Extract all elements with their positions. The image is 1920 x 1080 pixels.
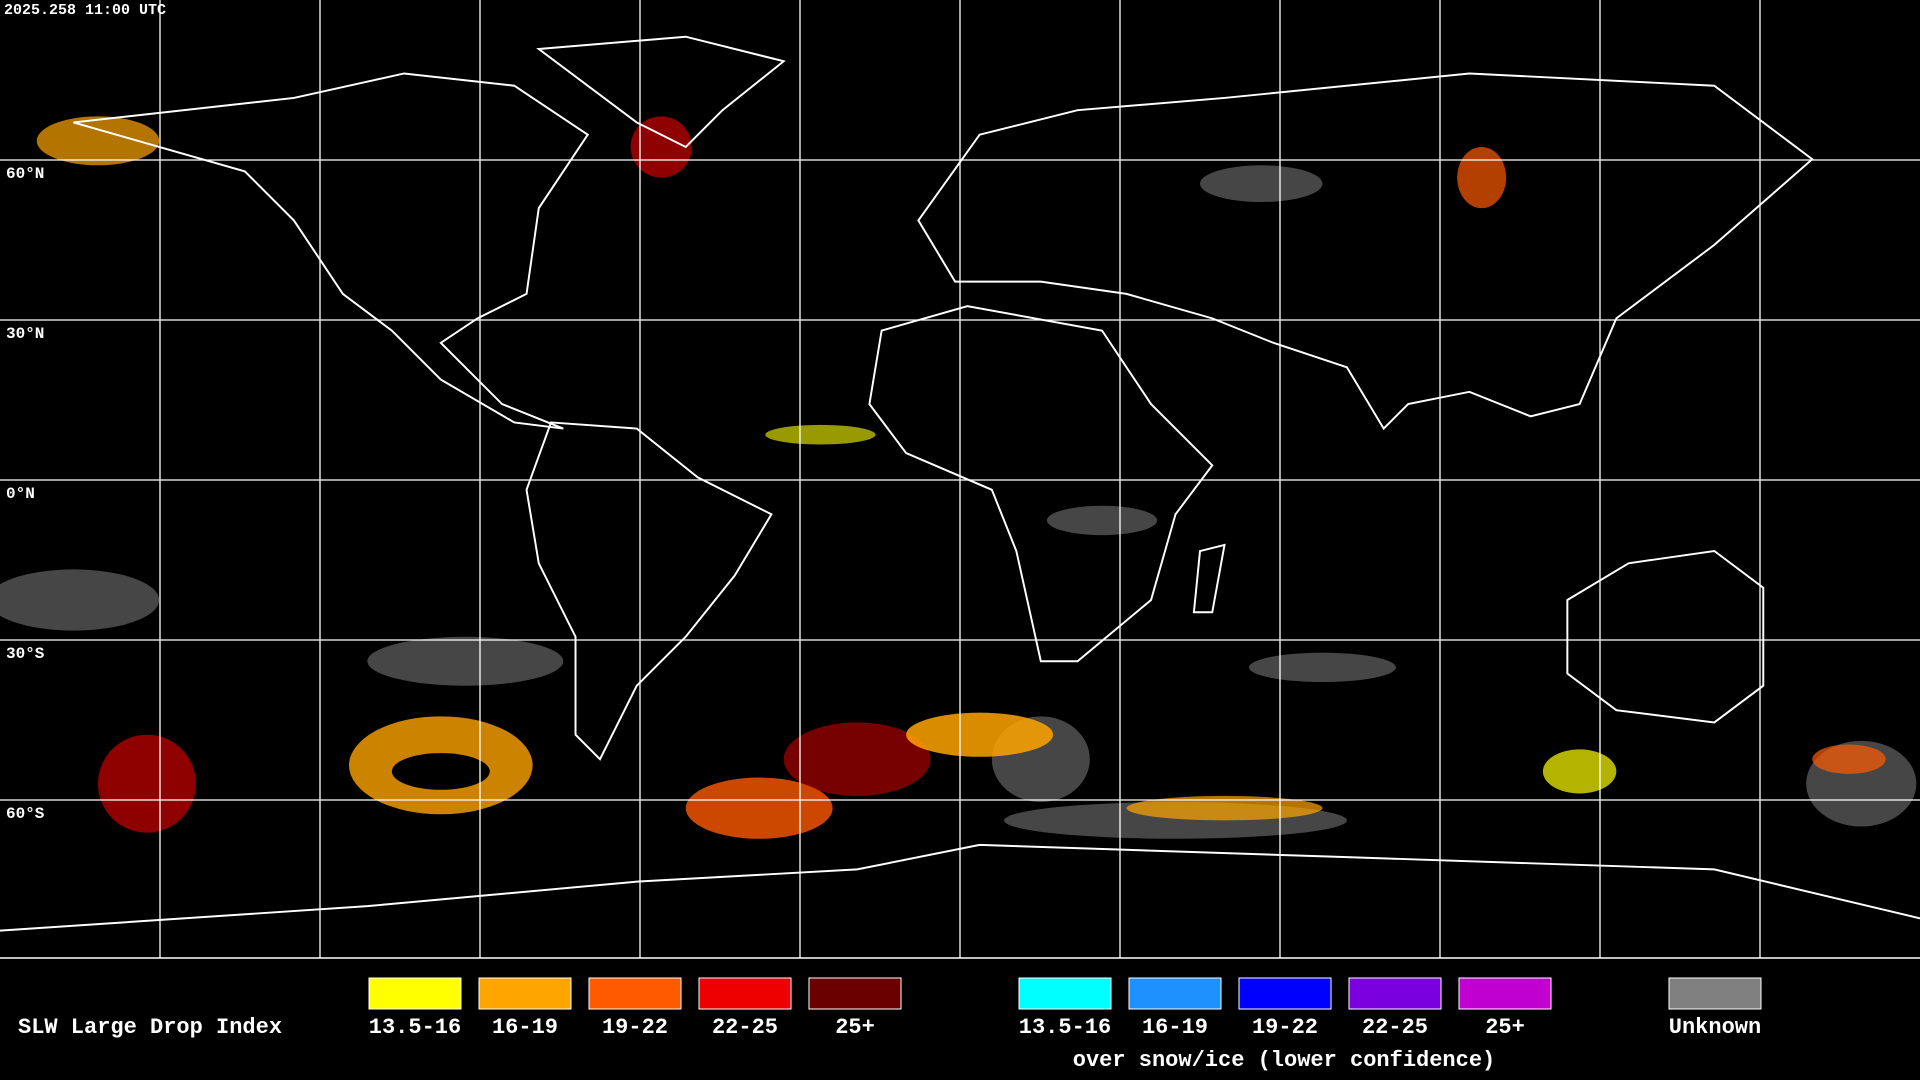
legend-label: 19-22 <box>602 1015 668 1040</box>
lat-label: 60°S <box>6 805 45 823</box>
legend: SLW Large Drop Index 13.5-16 16-19 19-22 22-… <box>18 977 1762 1073</box>
legend-swatch <box>1238 977 1332 1010</box>
legend-label: 13.5-16 <box>1019 1015 1111 1040</box>
legend-label: Unknown <box>1669 1015 1761 1040</box>
legend-swatch <box>1128 977 1222 1010</box>
coastlines <box>0 35 1920 932</box>
legend-label: 22-25 <box>1362 1015 1428 1040</box>
legend-label: 13.5-16 <box>369 1015 461 1040</box>
legend-label: 19-22 <box>1252 1015 1318 1040</box>
lat-label: 0°N <box>6 485 35 503</box>
legend-swatch <box>1668 977 1762 1010</box>
legend-swatch <box>698 977 792 1010</box>
map-imagery <box>0 35 1920 932</box>
legend-swatch <box>368 977 462 1010</box>
legend-label: 16-19 <box>492 1015 558 1040</box>
legend-label: 16-19 <box>1142 1015 1208 1040</box>
legend-title: SLW Large Drop Index <box>18 1015 282 1040</box>
legend-swatch <box>1348 977 1442 1010</box>
lat-label: 60°N <box>6 165 44 183</box>
timestamp: 2025.258 11:00 UTC <box>4 2 166 19</box>
legend-note: over snow/ice (lower confidence) <box>1073 1048 1495 1073</box>
legend-label: 25+ <box>835 1015 875 1040</box>
legend-label: 25+ <box>1485 1015 1525 1040</box>
lat-label: 30°N <box>6 325 44 343</box>
lat-label: 30°S <box>6 645 45 663</box>
legend-swatch <box>478 977 572 1010</box>
legend-swatch <box>808 977 902 1010</box>
map: 60°N 30°N 0°N 30°S 60°S <box>0 0 1920 958</box>
slw-imagery <box>36 116 1886 839</box>
legend-swatch <box>1458 977 1552 1010</box>
legend-swatch <box>1018 977 1112 1010</box>
legend-label: 22-25 <box>712 1015 778 1040</box>
legend-swatch <box>588 977 682 1010</box>
